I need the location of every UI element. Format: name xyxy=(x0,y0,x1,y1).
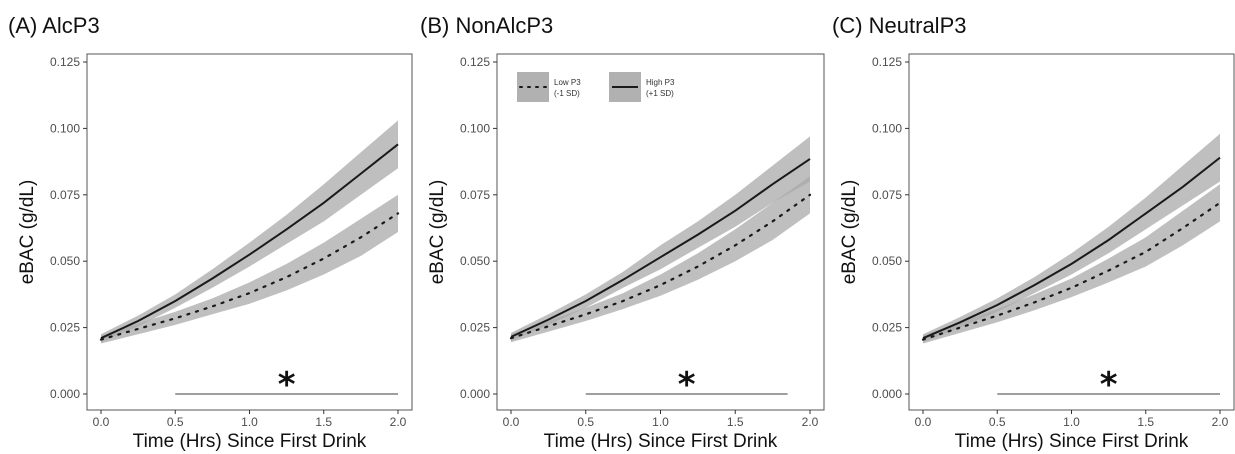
panel-title: (B) NonAlcP3 xyxy=(420,13,553,38)
confidence-band-high-p3 xyxy=(923,133,1220,343)
legend-label-sub: (+1 SD) xyxy=(646,89,674,98)
y-tick-label: 0.075 xyxy=(460,188,490,202)
y-tick-label: 0.075 xyxy=(872,188,902,202)
legend-label: High P3 xyxy=(646,78,675,87)
panel-title: (C) NeutralP3 xyxy=(832,13,966,38)
y-tick-label: 0.125 xyxy=(50,55,80,69)
y-tick-label: 0.025 xyxy=(872,321,902,335)
series-line-high-p3 xyxy=(922,156,1221,340)
confidence-band-high-p3 xyxy=(511,136,810,341)
x-axis-title: Time (Hrs) Since First Drink xyxy=(544,431,778,452)
y-tick-label: 0.025 xyxy=(460,321,490,335)
y-tick-label: 0.050 xyxy=(50,254,80,268)
x-tick-label: 1.0 xyxy=(241,415,258,429)
chart-panel-2: (B) NonAlcP3 * 0.000 0.025 0.050 0.075 0.100 0.… xyxy=(420,13,825,452)
y-tick-label: 0.100 xyxy=(872,121,902,135)
x-tick-label: 1.5 xyxy=(315,415,332,429)
y-tick-label: 0.125 xyxy=(460,55,490,69)
y-tick-label: 0.025 xyxy=(50,321,80,335)
confidence-band-high-p3 xyxy=(101,120,398,343)
y-tick-label: 0.125 xyxy=(872,55,902,69)
x-tick-label: 1.5 xyxy=(727,415,744,429)
y-tick-label: 0.000 xyxy=(872,387,902,401)
x-tick-label: 0.0 xyxy=(93,415,110,429)
y-tick-label: 0.100 xyxy=(460,121,490,135)
x-tick-label: 2.0 xyxy=(390,415,407,429)
y-tick-label: 0.050 xyxy=(872,254,902,268)
y-axis-title: eBAC (g/dL) xyxy=(17,180,38,285)
x-tick-label: 2.0 xyxy=(1212,415,1229,429)
y-tick-label: 0.100 xyxy=(50,121,80,135)
x-tick-label: 0.0 xyxy=(915,415,932,429)
series-line-low-p3 xyxy=(99,212,400,341)
significance-star: * xyxy=(278,365,296,405)
series-line-high-p3 xyxy=(100,143,399,340)
y-axis-title: eBAC (g/dL) xyxy=(839,180,860,285)
y-tick-label: 0.075 xyxy=(50,188,80,202)
series-line-low-p3 xyxy=(921,201,1222,341)
series-line-high-p3 xyxy=(510,158,811,338)
significance-star: * xyxy=(1100,365,1118,405)
x-tick-label: 0.0 xyxy=(503,415,520,429)
x-tick-label: 0.5 xyxy=(989,415,1006,429)
series-line-low-p3 xyxy=(509,193,812,340)
x-tick-label: 0.5 xyxy=(577,415,594,429)
y-axis-title: eBAC (g/dL) xyxy=(427,180,448,285)
y-tick-label: 0.000 xyxy=(50,387,80,401)
x-axis-title: Time (Hrs) Since First Drink xyxy=(133,431,367,452)
x-tick-label: 1.5 xyxy=(1137,415,1154,429)
y-tick-label: 0.050 xyxy=(460,254,490,268)
x-axis-title: Time (Hrs) Since First Drink xyxy=(955,431,1189,452)
x-tick-label: 0.5 xyxy=(167,415,184,429)
panel-title: (A) AlcP3 xyxy=(8,13,100,38)
x-tick-label: 1.0 xyxy=(652,415,669,429)
chart-panel-3: (C) NeutralP3 * 0.000 0.025 0.050 0.075 0.100 0… xyxy=(832,13,1235,452)
legend: Low P3 (-1 SD) High P3 (+1 SD) xyxy=(517,72,675,102)
x-tick-label: 2.0 xyxy=(802,415,819,429)
legend-label-sub: (-1 SD) xyxy=(554,89,580,98)
x-tick-label: 1.0 xyxy=(1063,415,1080,429)
significance-star: * xyxy=(678,365,696,405)
y-tick-label: 0.000 xyxy=(460,387,490,401)
legend-label: Low P3 xyxy=(554,78,581,87)
chart-panel-1: (A) AlcP3 * 0.000 0.025 0.050 0.075 0.100 0.125… xyxy=(8,13,413,452)
